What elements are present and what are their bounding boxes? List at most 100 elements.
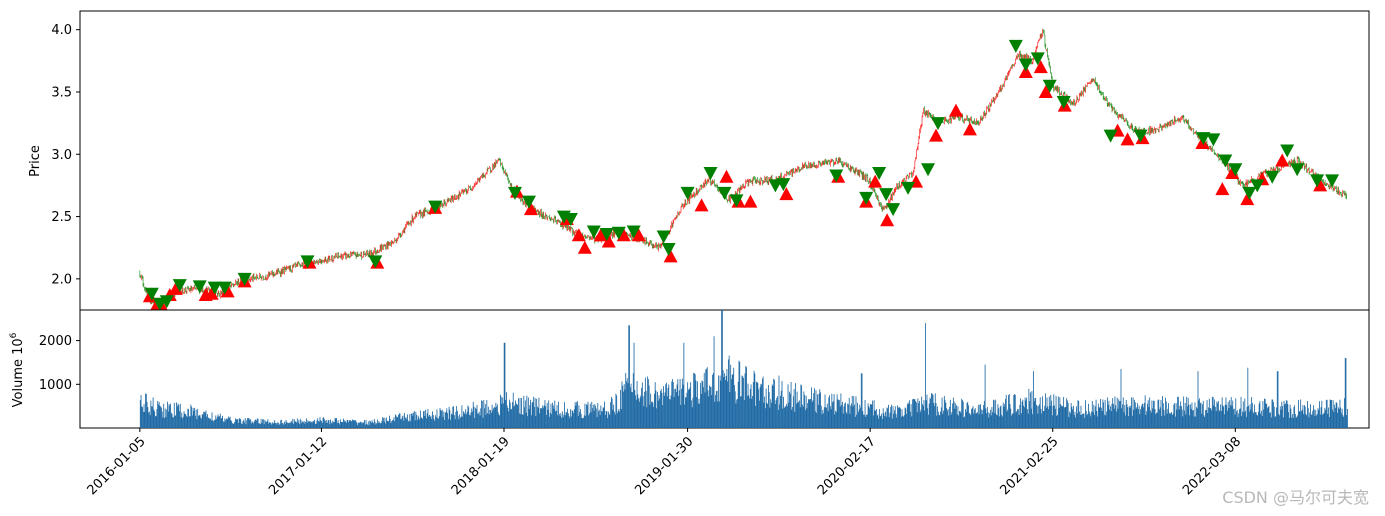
volume-bar — [385, 417, 387, 428]
volume-bar — [998, 408, 1000, 428]
volume-bar — [388, 415, 390, 428]
volume-bar — [1317, 408, 1319, 428]
volume-bar — [728, 355, 730, 428]
volume-bar — [241, 423, 243, 428]
volume-bar — [267, 419, 269, 428]
volume-bar — [321, 422, 323, 428]
volume-bar — [918, 403, 920, 428]
sell-marker — [144, 287, 159, 301]
sell-marker — [1133, 129, 1148, 143]
volume-bar — [915, 402, 917, 428]
volume-bar — [943, 395, 945, 428]
volume-bar — [1103, 414, 1105, 428]
volume-bar — [216, 418, 217, 428]
volume-bar — [1252, 411, 1254, 428]
volume-bar — [1191, 402, 1193, 428]
volume-bar — [650, 393, 652, 428]
volume-bar — [405, 417, 407, 428]
volume-bar — [950, 414, 952, 428]
volume-bar — [1292, 418, 1294, 428]
volume-bar — [773, 378, 775, 428]
sell-marker — [829, 169, 844, 183]
volume-bar — [185, 415, 187, 428]
volume-bar — [866, 414, 867, 428]
volume-bar — [532, 401, 534, 428]
volume-bar — [154, 411, 156, 428]
volume-bar — [862, 410, 864, 428]
volume-bar — [432, 411, 433, 428]
volume-bar — [545, 406, 547, 428]
volume-bar — [246, 420, 248, 428]
volume-bar — [279, 423, 281, 428]
volume-bar — [818, 393, 820, 428]
volume-bar — [145, 393, 147, 428]
sell-marker — [1250, 179, 1265, 193]
volume-bar — [298, 420, 300, 428]
volume-bar — [596, 417, 598, 428]
volume-bar — [1290, 408, 1292, 428]
volume-bar — [665, 384, 667, 428]
volume-bar — [587, 401, 589, 428]
volume-bar — [1192, 410, 1194, 428]
volume-bar — [1130, 405, 1132, 428]
volume-bar — [1118, 399, 1120, 428]
volume-bar — [338, 422, 340, 428]
volume-bar — [543, 405, 545, 428]
volume-bar — [671, 381, 673, 428]
volume-bar — [1129, 407, 1131, 428]
volume-bar — [767, 385, 769, 428]
volume-bar — [195, 409, 197, 428]
volume-bar — [667, 387, 669, 428]
volume-bar — [472, 401, 474, 428]
volume-bar — [1098, 407, 1100, 428]
volume-bar — [355, 421, 357, 428]
volume-bar — [979, 404, 981, 428]
volume-bar — [350, 420, 352, 428]
volume-bar — [802, 406, 804, 428]
volume-bar — [273, 422, 275, 428]
volume-bar — [316, 420, 318, 428]
volume-bar — [686, 392, 688, 428]
volume-bar — [1307, 408, 1309, 428]
volume-bar — [1104, 399, 1106, 428]
volume-bar — [1308, 417, 1310, 428]
volume-bar — [410, 413, 412, 428]
volume-bar — [593, 410, 595, 428]
volume-bar — [147, 407, 149, 428]
volume-bar — [444, 412, 446, 428]
volume-bar — [912, 398, 914, 428]
volume-bar — [1194, 402, 1196, 428]
volume-bar — [821, 414, 823, 428]
volume-bar — [555, 410, 557, 428]
volume-bar — [1189, 415, 1191, 428]
volume-bar — [1134, 402, 1136, 428]
volume-bar — [547, 409, 549, 428]
volume-bar — [811, 401, 813, 428]
volume-bar — [1108, 400, 1110, 428]
volume-bar — [675, 391, 677, 428]
sell-marker — [1103, 129, 1118, 143]
volume-bar — [1175, 403, 1177, 428]
volume-bar — [992, 399, 994, 428]
volume-bar — [612, 409, 614, 428]
volume-bar — [731, 374, 733, 428]
volume-bar — [239, 418, 241, 428]
sell-marker — [521, 195, 536, 209]
volume-bar — [765, 388, 767, 428]
volume-bar — [684, 404, 686, 428]
volume-bar — [1256, 414, 1258, 428]
volume-bar — [978, 414, 980, 428]
volume-bar — [398, 413, 400, 428]
buy-marker — [168, 281, 183, 295]
volume-bar — [1149, 397, 1151, 428]
volume-bar — [1285, 403, 1286, 428]
volume-bar — [955, 403, 957, 428]
volume-bar — [613, 404, 615, 428]
volume-bar — [256, 418, 258, 428]
volume-bar — [499, 394, 501, 428]
volume-bar — [284, 421, 285, 428]
volume-bar — [302, 421, 304, 428]
volume-bar — [1275, 416, 1277, 428]
volume-bar — [466, 411, 468, 428]
volume-bar — [602, 407, 604, 428]
